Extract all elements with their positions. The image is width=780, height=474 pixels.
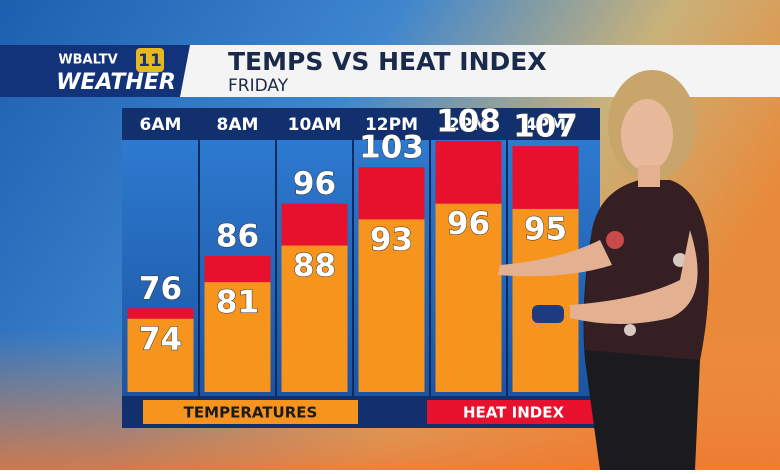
x-tick-label: 6AM — [140, 115, 182, 135]
x-tick-label: 8AM — [217, 115, 259, 135]
value-label: 96 — [447, 206, 490, 242]
value-label: 107 — [513, 109, 578, 145]
legend-swatch — [427, 400, 600, 424]
legend-label: HEAT INDEX — [463, 404, 565, 422]
logo-badge — [136, 48, 164, 72]
bar — [204, 282, 271, 392]
bar — [127, 318, 194, 392]
logo-brand: WEATHER — [56, 70, 176, 95]
value-label: 74 — [139, 321, 182, 357]
logo-station: WBALTV — [58, 53, 117, 68]
bar — [435, 203, 502, 392]
x-tick-label: 10AM — [288, 115, 342, 135]
x-tick-label: 12PM — [365, 115, 418, 135]
chart-title: TEMPS VS HEAT INDEX — [228, 47, 547, 76]
category-strip — [122, 108, 600, 140]
presenter — [498, 70, 709, 470]
logo-channel: 11 — [138, 51, 162, 71]
value-label: 88 — [293, 248, 336, 284]
legend-swatch — [143, 400, 358, 424]
logo-box — [0, 45, 200, 97]
bar — [358, 219, 425, 392]
bar — [512, 208, 579, 392]
value-label: 95 — [524, 211, 567, 247]
bar — [281, 245, 348, 392]
x-tick-label: 2PM — [448, 115, 489, 135]
value-label: 108 — [436, 103, 501, 139]
value-label: 103 — [359, 130, 424, 166]
value-label: 86 — [216, 219, 259, 255]
value-label: 96 — [293, 166, 336, 202]
x-tick-label: 4PM — [525, 115, 566, 135]
value-label: 93 — [370, 222, 413, 258]
value-label: 76 — [139, 271, 182, 307]
legend-label: TEMPERATURES — [184, 404, 318, 422]
value-label: 81 — [216, 285, 259, 321]
chart-subtitle: FRIDAY — [228, 76, 289, 96]
